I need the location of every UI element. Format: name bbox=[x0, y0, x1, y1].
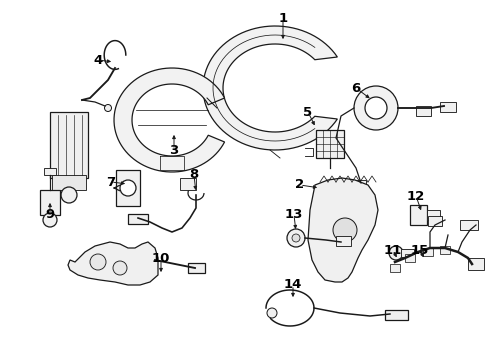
Polygon shape bbox=[40, 190, 60, 215]
Text: 13: 13 bbox=[284, 208, 303, 221]
Circle shape bbox=[113, 261, 127, 275]
Text: 2: 2 bbox=[295, 179, 304, 192]
Polygon shape bbox=[203, 26, 337, 150]
Circle shape bbox=[388, 246, 402, 260]
Circle shape bbox=[266, 308, 276, 318]
Text: 11: 11 bbox=[383, 243, 401, 256]
Polygon shape bbox=[350, 180, 365, 190]
Polygon shape bbox=[180, 178, 196, 190]
Text: 12: 12 bbox=[406, 189, 424, 202]
Polygon shape bbox=[68, 242, 158, 285]
Polygon shape bbox=[422, 248, 432, 256]
Polygon shape bbox=[404, 254, 414, 262]
Polygon shape bbox=[415, 106, 430, 116]
Polygon shape bbox=[187, 263, 204, 273]
Polygon shape bbox=[50, 112, 88, 178]
Polygon shape bbox=[315, 130, 343, 158]
Text: 15: 15 bbox=[410, 243, 428, 256]
Text: 5: 5 bbox=[303, 105, 312, 118]
Polygon shape bbox=[409, 205, 426, 225]
Circle shape bbox=[61, 187, 77, 203]
Circle shape bbox=[104, 104, 111, 112]
Polygon shape bbox=[116, 170, 140, 206]
Circle shape bbox=[291, 234, 299, 242]
Text: 9: 9 bbox=[45, 208, 55, 221]
Text: 8: 8 bbox=[189, 168, 198, 181]
Circle shape bbox=[364, 97, 386, 119]
Polygon shape bbox=[128, 214, 148, 224]
Circle shape bbox=[353, 86, 397, 130]
Circle shape bbox=[90, 254, 106, 270]
Polygon shape bbox=[114, 68, 224, 172]
Text: 10: 10 bbox=[151, 252, 170, 265]
Polygon shape bbox=[335, 236, 350, 246]
Polygon shape bbox=[426, 210, 439, 220]
Circle shape bbox=[286, 229, 305, 247]
Polygon shape bbox=[439, 102, 455, 112]
Polygon shape bbox=[459, 220, 477, 230]
Polygon shape bbox=[389, 264, 399, 272]
Circle shape bbox=[120, 180, 136, 196]
Circle shape bbox=[43, 213, 57, 227]
Circle shape bbox=[332, 218, 356, 242]
Polygon shape bbox=[44, 168, 56, 175]
Polygon shape bbox=[307, 178, 377, 282]
Polygon shape bbox=[439, 246, 449, 254]
Text: 7: 7 bbox=[106, 175, 115, 189]
Polygon shape bbox=[467, 258, 483, 270]
Text: 1: 1 bbox=[278, 12, 287, 24]
Polygon shape bbox=[52, 175, 86, 190]
Text: 14: 14 bbox=[283, 279, 302, 292]
Text: 4: 4 bbox=[93, 54, 102, 67]
Polygon shape bbox=[384, 310, 407, 320]
Polygon shape bbox=[427, 216, 441, 226]
Text: 6: 6 bbox=[351, 81, 360, 94]
Polygon shape bbox=[400, 249, 413, 257]
Text: 3: 3 bbox=[169, 144, 178, 157]
